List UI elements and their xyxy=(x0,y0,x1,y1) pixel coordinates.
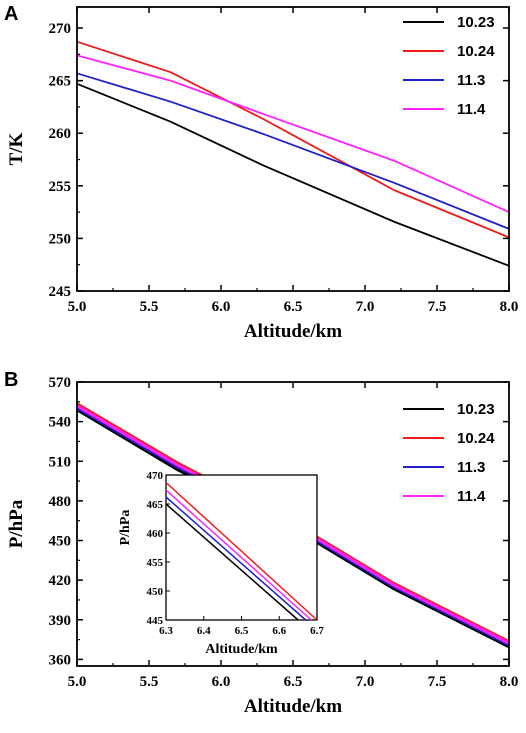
x-tick-label: 7.0 xyxy=(356,299,375,315)
legend-label: 11.4 xyxy=(457,488,486,505)
x-tick-label: 6.0 xyxy=(212,299,231,315)
x-tick-label: 6.5 xyxy=(284,299,303,315)
inset-y-tick-label: 445 xyxy=(147,615,164,627)
inset-x-tick-label: 6.4 xyxy=(197,625,211,637)
y-tick-label: 245 xyxy=(49,284,72,300)
panel-b-letter: B xyxy=(4,369,18,391)
inset-x-tick-label: 6.7 xyxy=(310,625,324,637)
y-axis-label: P/hPa xyxy=(6,499,27,548)
inset-x-tick-label: 6.3 xyxy=(159,625,173,637)
y-tick-label: 250 xyxy=(49,231,72,247)
y-tick-label: 265 xyxy=(49,74,72,90)
legend-label: 11.3 xyxy=(457,72,485,89)
inset-series-line-10-23 xyxy=(165,503,299,621)
chart-temperature: 5.0 5.5 6.0 6.5 7.0 7.5 8.0 245 250 255 260 265 270 A… xyxy=(6,6,519,342)
legend-label: 11.4 xyxy=(457,101,486,118)
y-tick-label: 420 xyxy=(49,573,72,589)
x-tick-label: 5.0 xyxy=(68,299,87,315)
x-tick-label: 7.5 xyxy=(428,299,447,315)
x-axis-label: Altitude/km xyxy=(244,696,342,717)
chart-pressure: 5.0 5.5 6.0 6.5 7.0 7.5 8.0 360 390 420 450 480 510 5… xyxy=(6,375,518,717)
inset-x-tick-label: 6.6 xyxy=(272,625,286,637)
inset-y-tick-label: 460 xyxy=(147,528,164,540)
x-tick-label: 8.0 xyxy=(500,674,519,690)
series-line-10-24 xyxy=(76,40,510,239)
legend-label: 10.24 xyxy=(457,430,495,447)
x-tick-label: 7.0 xyxy=(356,674,375,690)
panel-a-letter: A xyxy=(4,3,18,25)
inset-y-tick-label: 450 xyxy=(147,586,164,598)
x-tick-label: 5.0 xyxy=(68,674,87,690)
inset-frame xyxy=(165,474,318,621)
inset-series-line-11-3 xyxy=(165,496,307,621)
x-tick-label: 6.5 xyxy=(284,674,303,690)
inset-y-tick-label: 470 xyxy=(147,470,164,482)
x-tick-label: 5.5 xyxy=(140,299,159,315)
legend-label: 10.24 xyxy=(457,43,495,60)
y-tick-label: 255 xyxy=(49,179,72,195)
x-tick-label: 5.5 xyxy=(140,674,159,690)
legend-label: 10.23 xyxy=(457,401,495,418)
x-axis-label: Altitude/km xyxy=(244,321,342,342)
y-tick-label: 540 xyxy=(49,415,72,431)
inset-y-axis-label: P/hPa xyxy=(118,510,133,546)
series-line-10-23 xyxy=(76,82,510,267)
y-tick-label: 270 xyxy=(49,21,72,37)
inset-x-tick-label: 6.5 xyxy=(235,625,249,637)
y-tick-label: 480 xyxy=(49,494,72,510)
y-tick-label: 260 xyxy=(49,126,72,142)
y-tick-label: 510 xyxy=(49,454,72,470)
inset-y-tick-label: 465 xyxy=(147,499,164,511)
inset-y-tick-label: 455 xyxy=(147,557,164,569)
legend-label: 11.3 xyxy=(457,459,485,476)
inset-x-axis-label: Altitude/km xyxy=(205,642,278,657)
series-line-11-3 xyxy=(76,72,510,230)
y-tick-label: 360 xyxy=(49,652,72,668)
plot-frame xyxy=(76,6,510,292)
inset-series-line-11-4 xyxy=(165,489,312,621)
y-axis-label: T/K xyxy=(6,132,27,165)
inset-series-line-10-24 xyxy=(165,481,318,621)
inset-chart: 6.3 6.4 6.5 6.6 6.7 445 450 455 460 465 470 Altitud… xyxy=(118,470,324,657)
y-tick-label: 450 xyxy=(49,534,72,550)
series-line-11-4 xyxy=(76,54,510,213)
y-tick-label: 390 xyxy=(49,613,72,629)
y-tick-label: 570 xyxy=(49,375,72,391)
plot-frame xyxy=(76,381,510,667)
x-tick-label: 6.0 xyxy=(212,674,231,690)
legend-label: 10.23 xyxy=(457,14,495,31)
x-tick-label: 8.0 xyxy=(500,299,519,315)
x-tick-label: 7.5 xyxy=(428,674,447,690)
